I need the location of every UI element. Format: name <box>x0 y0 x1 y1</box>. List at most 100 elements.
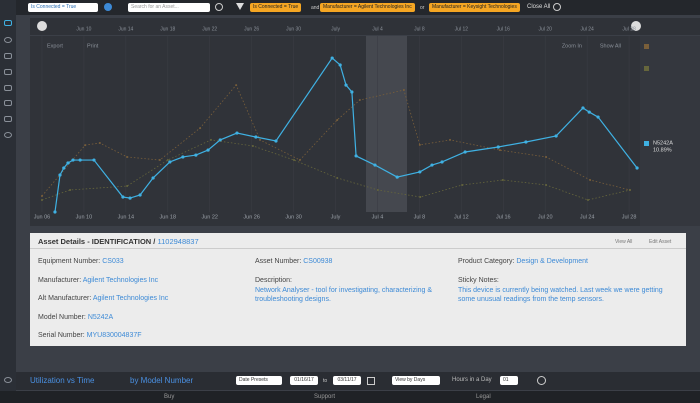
data-point <box>121 195 125 199</box>
edit-asset[interactable]: Edit Asset <box>649 239 672 245</box>
field-label: Alt Manufacturer: <box>38 295 92 302</box>
x-tick-label: Jun 10 <box>76 214 93 220</box>
toolbar: Is Connected = True Search for an Asset.… <box>16 0 700 15</box>
nav-icon[interactable] <box>4 53 12 59</box>
export-button[interactable]: Export <box>47 43 63 49</box>
view-select[interactable]: Utilization vs Time <box>30 376 95 385</box>
nav-icon[interactable] <box>4 85 12 91</box>
field-value: This device is currently being watched. … <box>458 287 663 303</box>
view-by[interactable]: View by Days <box>392 376 440 385</box>
close-icon[interactable] <box>553 3 561 11</box>
data-point <box>402 89 405 92</box>
timeline-label: Jul 20 <box>539 26 553 32</box>
filter-select[interactable]: Is Connected = True <box>28 3 98 12</box>
data-point <box>209 138 212 141</box>
x-tick-label: Jul 28 <box>622 214 637 220</box>
search-input[interactable]: Search for an Asset... <box>128 3 210 12</box>
footer-link[interactable]: Legal <box>476 394 491 400</box>
nav-icon[interactable] <box>4 132 12 138</box>
data-point <box>126 155 129 158</box>
field-value[interactable]: Agilent Technologies Inc <box>92 295 169 302</box>
field-value[interactable]: MYU830004837F <box>86 332 142 339</box>
field-value: Network Analyser - tool for investigatin… <box>255 287 433 303</box>
data-point <box>62 166 66 170</box>
field-value[interactable]: N5242A <box>87 314 114 321</box>
calendar-icon[interactable] <box>367 377 375 385</box>
filter-chip[interactable]: Manufacturer = Agilent Technologies Inc <box>320 3 415 12</box>
data-point <box>181 155 185 159</box>
data-point <box>545 155 548 158</box>
x-tick-label: Jul 16 <box>496 214 511 220</box>
field-value[interactable]: CS00938 <box>303 258 333 265</box>
data-point <box>235 131 239 135</box>
nav-icon[interactable] <box>4 100 12 106</box>
highlight-band <box>366 36 407 212</box>
joiner: and <box>311 5 320 11</box>
nav-icon[interactable] <box>4 116 12 122</box>
filter-chip[interactable]: Manufacturer = Keysight Technologies <box>429 3 520 12</box>
x-tick-label: Jun 22 <box>201 214 218 220</box>
sidebar <box>0 0 16 403</box>
date-to[interactable]: 03/11/17 <box>333 376 361 385</box>
timeline-strip <box>30 18 700 35</box>
data-point <box>336 118 339 121</box>
data-point <box>330 56 334 60</box>
add-button[interactable] <box>104 3 112 11</box>
x-tick-label: Jun 30 <box>285 214 302 220</box>
x-tick-label: Jun 14 <box>118 214 135 220</box>
data-point <box>336 176 339 179</box>
field-value[interactable]: Design & Development <box>516 258 588 265</box>
legend-label: N5242A <box>653 140 673 146</box>
data-point <box>40 195 43 198</box>
field-label: Description: <box>255 277 292 284</box>
timeline-label: Jul 28 <box>622 26 636 32</box>
field-value[interactable]: CS033 <box>102 258 124 265</box>
data-point <box>628 188 631 191</box>
footer-link[interactable]: Buy <box>164 394 175 400</box>
chart: Export Print Zoom In Show All Jun 06 Jun … <box>30 18 700 226</box>
group-select[interactable]: by Model Number <box>130 376 194 385</box>
refresh-icon[interactable] <box>537 376 546 385</box>
field: Alt Manufacturer: Agilent Technologies I… <box>38 295 168 302</box>
to-label: to <box>323 378 328 384</box>
nav-icon[interactable] <box>4 37 12 43</box>
data-point <box>254 135 258 139</box>
data-point <box>84 144 87 147</box>
data-point <box>218 138 222 142</box>
hours-label: Hours in a Day <box>452 377 492 383</box>
data-point <box>344 83 348 87</box>
bottom-bar: Utilization vs Time by Model Number Date… <box>16 372 700 390</box>
view-all[interactable]: View All <box>615 239 633 245</box>
nav-icon[interactable] <box>4 20 12 26</box>
range-handle[interactable] <box>631 21 641 31</box>
data-point <box>53 210 57 214</box>
field-label: Equipment Number: <box>38 258 101 265</box>
data-point <box>440 160 444 164</box>
show-all-button[interactable]: Show All <box>600 43 621 49</box>
field-value[interactable]: Agilent Technologies Inc <box>82 277 159 284</box>
data-point <box>418 170 422 174</box>
divider <box>30 248 686 249</box>
footer-link[interactable]: Support <box>314 394 336 400</box>
close-all[interactable]: Close All <box>527 4 551 10</box>
hours-select[interactable]: 01 <box>500 376 518 385</box>
legend-swatch <box>644 66 649 71</box>
date-presets[interactable]: Date Presets <box>236 376 282 385</box>
print-button[interactable]: Print <box>87 43 99 49</box>
field-label: Asset Number: <box>255 258 302 265</box>
data-point <box>581 106 585 110</box>
data-point <box>71 158 75 162</box>
asset-id[interactable]: 1102948837 <box>157 237 199 246</box>
date-from[interactable]: 01/16/17 <box>290 376 318 385</box>
data-point <box>40 198 43 201</box>
field-label: Manufacturer: <box>38 277 82 284</box>
x-tick-label: Jul 24 <box>580 214 595 220</box>
user-icon[interactable] <box>4 377 12 383</box>
range-handle[interactable] <box>37 21 47 31</box>
nav-icon[interactable] <box>4 69 12 75</box>
zoom-in-button[interactable]: Zoom In <box>562 43 582 49</box>
field: Model Number: N5242A <box>38 314 113 321</box>
search-icon[interactable] <box>215 3 223 11</box>
filter-chip[interactable]: Is Connected = True <box>250 3 302 12</box>
